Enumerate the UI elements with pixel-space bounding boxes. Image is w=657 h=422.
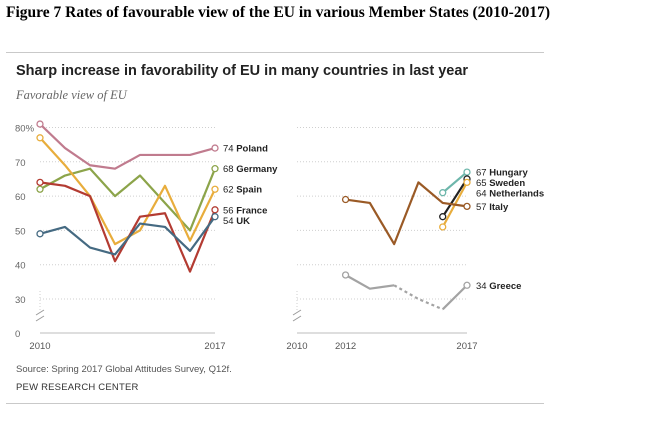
y-tick-label: 0 [15, 329, 20, 340]
series-end-marker [211, 206, 219, 214]
document-caption: Figure 7 Rates of favourable view of the… [6, 4, 551, 21]
axis-break-mark [35, 315, 45, 322]
series-start-marker [36, 134, 44, 142]
axis-break-mark [292, 309, 302, 316]
series-line-greece [345, 274, 395, 290]
end-label-germany: 68 Germany [223, 164, 278, 175]
series-start-marker [341, 271, 350, 279]
series-end-marker [463, 202, 471, 211]
axis-break-gap [294, 311, 300, 321]
series-end-marker [463, 178, 471, 187]
series-start-marker [439, 213, 447, 221]
end-label-spain: 62 Spain [223, 185, 262, 196]
series-line-uk [39, 216, 216, 256]
series-start-marker [36, 178, 44, 187]
axis-break-gap [37, 311, 43, 321]
end-label-italy: 57 Italy [476, 202, 509, 213]
series-end-marker [211, 213, 219, 221]
series-start-marker [36, 230, 44, 238]
series-line-greece [393, 284, 444, 311]
series-end-marker [211, 144, 219, 152]
series-start-marker [439, 223, 447, 231]
x-tick-label: 2012 [335, 341, 356, 352]
chart-title: Sharp increase in favorability of EU in … [16, 63, 469, 79]
series-end-marker [463, 281, 471, 289]
end-label-uk: 54 UK [223, 216, 250, 227]
top-divider [6, 52, 544, 53]
y-tick-label: 60 [15, 192, 26, 203]
x-tick-label: 2017 [204, 341, 225, 352]
series-line-germany [39, 167, 217, 232]
end-label-france: 56 France [223, 205, 267, 216]
series-start-marker [36, 185, 44, 193]
series-line-italy [345, 181, 468, 246]
chart-credit: PEW RESEARCH CENTER [16, 382, 139, 393]
end-label-netherlands: 64 Netherlands [476, 189, 544, 200]
y-tick-label: 50 [15, 226, 26, 237]
series-start-marker [439, 189, 447, 197]
y-tick-label: 40 [15, 261, 26, 272]
end-label-greece: 34 Greece [476, 281, 521, 292]
series-end-marker [211, 165, 219, 173]
series-end-marker [211, 185, 219, 193]
x-tick-label: 2010 [286, 341, 307, 352]
y-tick-label: 30 [15, 295, 26, 306]
series-line-sweden [441, 178, 468, 218]
x-tick-label: 2017 [456, 341, 477, 352]
bottom-divider [6, 403, 544, 404]
end-label-hungary: 67 Hungary [476, 168, 528, 179]
end-label-poland: 74 Poland [223, 144, 268, 155]
series-start-marker [341, 195, 350, 204]
series-line-poland [39, 123, 216, 170]
series-start-marker [36, 120, 44, 128]
axis-break-mark [35, 309, 45, 316]
chart-subtitle: Favorable view of EU [16, 88, 127, 102]
y-tick-label: 70 [15, 158, 26, 169]
axis-break-mark [292, 315, 302, 322]
y-tick-label: 80% [15, 124, 35, 135]
series-line-hungary [442, 171, 468, 194]
series-end-marker [463, 168, 471, 176]
end-label-sweden: 65 Sweden [476, 178, 525, 189]
chart-source: Source: Spring 2017 Global Attitudes Sur… [16, 364, 232, 375]
x-tick-label: 2010 [29, 341, 50, 352]
series-line-greece [441, 284, 468, 311]
